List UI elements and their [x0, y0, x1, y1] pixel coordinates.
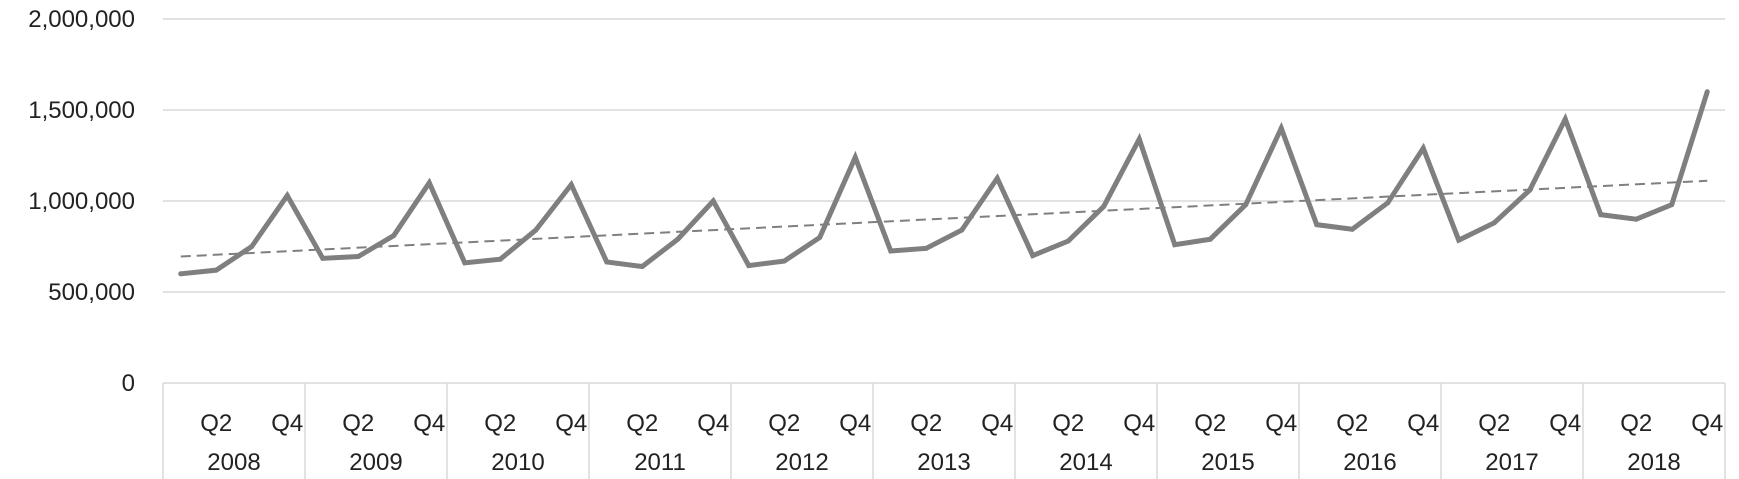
data-point: [1527, 187, 1533, 193]
y-axis-tick-labels: 0 500,000 1,000,000 1,500,000 2,000,000: [28, 6, 135, 397]
year-tick-label: 2012: [775, 449, 828, 476]
data-point: [1491, 220, 1497, 226]
x-axis: Q2 Q4 2008 Q2 Q4 2009 Q2 Q4 2010 Q2 Q4 2011 Q2 Q4 2012…: [162, 382, 1726, 479]
quarter-tick-label: Q2: [1194, 410, 1226, 437]
data-point: [1704, 89, 1710, 95]
data-point: [178, 271, 184, 277]
data-point: [710, 198, 716, 204]
data-point: [1030, 253, 1036, 259]
year-tick-label: 2013: [917, 449, 970, 476]
data-point: [1385, 200, 1391, 206]
y-tick-label: 500,000: [48, 279, 135, 306]
year-tick-label: 2008: [207, 449, 260, 476]
data-point: [639, 264, 645, 270]
data-point: [1456, 237, 1462, 243]
data-point: [1136, 136, 1142, 142]
data-point: [1420, 145, 1426, 151]
quarter-tick-label: Q4: [981, 410, 1013, 437]
data-point: [781, 258, 787, 264]
quarter-tick-label: Q4: [271, 410, 303, 437]
data-point: [249, 244, 255, 249]
quarter-tick-label: Q2: [342, 410, 374, 437]
quarter-tick-label: Q4: [839, 410, 871, 437]
data-point: [1207, 236, 1213, 242]
data-point: [604, 259, 610, 265]
year-tick-label: 2018: [1627, 449, 1680, 476]
data-point: [888, 248, 894, 254]
quarter-tick-label: Q2: [1336, 410, 1368, 437]
y-tick-label: 2,000,000: [28, 6, 135, 33]
data-point: [1349, 226, 1355, 232]
y-tick-label: 0: [122, 370, 135, 397]
data-point: [959, 227, 965, 233]
quarter-tick-label: Q4: [1549, 410, 1581, 437]
data-point: [497, 256, 503, 262]
year-tick-label: 2014: [1059, 449, 1112, 476]
data-point: [284, 193, 290, 199]
data-point: [1314, 222, 1320, 228]
quarter-tick-label: Q4: [1407, 410, 1439, 437]
year-tick-label: 2017: [1485, 449, 1538, 476]
quarter-tick-label: Q2: [1620, 410, 1652, 437]
series-layer: [178, 89, 1710, 277]
quarter-tick-label: Q2: [910, 410, 942, 437]
quarter-tick-label: Q2: [626, 410, 658, 437]
data-point: [355, 254, 361, 260]
data-point: [533, 227, 539, 233]
gridlines: [163, 18, 1725, 293]
year-tick-label: 2015: [1201, 449, 1254, 476]
year-tick-label: 2009: [349, 449, 402, 476]
data-point: [462, 260, 468, 266]
data-point: [1598, 212, 1604, 218]
data-point: [994, 175, 1000, 181]
quarter-tick-label: Q2: [1478, 410, 1510, 437]
trendline: [180, 179, 1708, 258]
data-point: [320, 255, 326, 261]
data-point: [746, 263, 752, 269]
data-point: [213, 267, 219, 273]
data-point: [1065, 238, 1071, 244]
year-tick-label: 2016: [1343, 449, 1396, 476]
data-point: [675, 236, 681, 242]
quarter-tick-label: Q2: [484, 410, 516, 437]
data-point: [852, 154, 858, 160]
quarter-tick-label: Q2: [768, 410, 800, 437]
data-point: [1101, 203, 1107, 209]
quarter-tick-label: Q4: [1265, 410, 1297, 437]
trendline-layer: [180, 179, 1708, 258]
quarter-tick-label: Q4: [413, 410, 445, 437]
data-point: [391, 233, 397, 239]
data-point: [426, 180, 432, 186]
y-tick-label: 1,000,000: [28, 188, 135, 215]
quarter-tick-label: Q2: [200, 410, 232, 437]
data-point: [1633, 216, 1639, 222]
year-tick-label: 2010: [491, 449, 544, 476]
series-line: [180, 91, 1710, 277]
quarter-tick-label: Q4: [1123, 410, 1155, 437]
data-point: [817, 234, 823, 240]
data-point: [1562, 116, 1568, 122]
data-point: [1669, 202, 1675, 208]
data-point: [568, 182, 574, 188]
quarter-tick-label: Q4: [697, 410, 729, 437]
y-tick-label: 1,500,000: [28, 97, 135, 124]
quarter-tick-label: Q2: [1052, 410, 1084, 437]
data-point: [923, 245, 929, 251]
year-tick-label: 2011: [634, 449, 686, 476]
data-point: [1243, 202, 1249, 208]
quarter-tick-label: Q4: [1691, 410, 1723, 437]
quarter-tick-label: Q4: [555, 410, 587, 437]
data-point: [1172, 242, 1178, 248]
data-point: [1278, 125, 1284, 131]
